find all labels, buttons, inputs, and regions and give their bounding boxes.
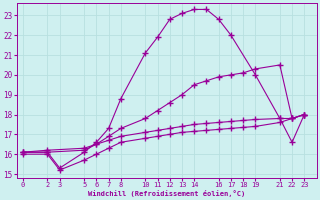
X-axis label: Windchill (Refroidissement éolien,°C): Windchill (Refroidissement éolien,°C) [88, 190, 245, 197]
